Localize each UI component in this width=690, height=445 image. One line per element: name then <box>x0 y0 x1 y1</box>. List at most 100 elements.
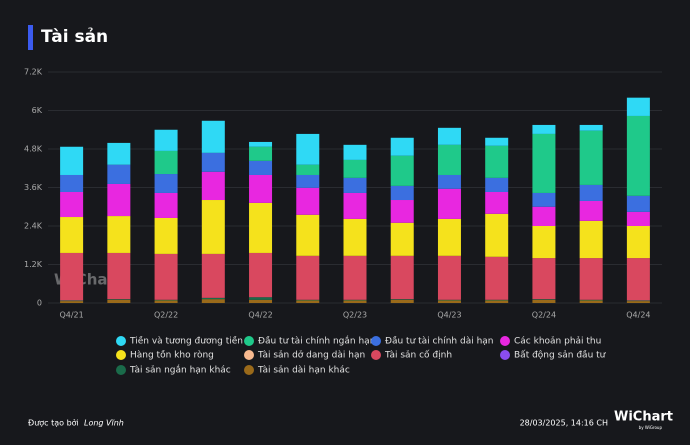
bar-segment <box>626 115 650 196</box>
legend-marker <box>500 350 510 360</box>
legend-marker <box>371 336 381 346</box>
bar-segment <box>60 191 84 218</box>
bar-segment <box>296 187 320 215</box>
bar-segment <box>343 300 367 303</box>
bar-segment <box>201 120 225 153</box>
x-tick-label: Q2/24 <box>532 311 556 320</box>
bar-segment <box>485 137 509 146</box>
bar-segment <box>390 222 414 256</box>
x-tick-label: Q4/22 <box>248 311 272 320</box>
bar-segment <box>296 255 320 300</box>
bar-segment <box>201 152 225 172</box>
bar-segment <box>532 226 556 259</box>
bar-segment <box>296 174 320 188</box>
bar-segment <box>154 192 178 218</box>
x-tick-label: Q4/24 <box>626 311 650 320</box>
bar-segment <box>154 253 178 300</box>
bar-segment <box>532 299 556 303</box>
bar-segment <box>343 218 367 256</box>
bar-segment <box>532 124 556 134</box>
bar-segment <box>437 218 461 256</box>
bar-segment <box>485 299 509 301</box>
bar-segment <box>296 299 320 301</box>
bar-segment <box>390 185 414 201</box>
bar-segment <box>626 97 650 116</box>
bar-segment <box>343 299 367 301</box>
bar-segment <box>532 133 556 193</box>
y-tick-label: 4.8K <box>24 145 43 154</box>
legend-label: Bất động sản đầu tư <box>514 350 607 361</box>
footer-logo: WiChart <box>614 410 673 425</box>
bar-segment <box>154 217 178 254</box>
bar-segment <box>485 145 509 178</box>
bar-segment <box>579 184 603 201</box>
x-tick-label: Q4/21 <box>59 311 83 320</box>
bar-segment <box>249 174 273 203</box>
bar-segment <box>579 130 603 185</box>
bar-segment <box>107 299 131 303</box>
bar-segment <box>343 255 367 300</box>
footer-timestamp: 28/03/2025, 14:16 CH <box>520 419 608 428</box>
bar-segment <box>437 299 461 301</box>
bar-segment <box>437 174 461 189</box>
legend-label: Hàng tồn kho ròng <box>130 350 214 361</box>
bar-segment <box>201 253 225 298</box>
bar-segment <box>249 160 273 175</box>
bar-segment <box>485 300 509 303</box>
bar-segment <box>154 174 178 193</box>
bar-segment <box>437 144 461 175</box>
legend-marker <box>116 336 126 346</box>
bar-segment <box>626 211 650 226</box>
bar-segment <box>343 144 367 160</box>
bar-segment <box>390 255 414 300</box>
bar-segment <box>60 217 84 253</box>
bar-segment <box>579 200 603 221</box>
legend-label: Tài sản dở dang dài hạn <box>257 350 365 361</box>
bar-segment <box>579 220 603 259</box>
x-tick-label: Q2/22 <box>154 311 178 320</box>
bar-segment <box>437 255 461 300</box>
bar-segment <box>107 299 131 300</box>
bar-segment <box>154 299 178 301</box>
bar-segment <box>201 171 225 201</box>
legend-label: Tài sản cố định <box>384 350 452 361</box>
legend-label: Đầu tư tài chính ngắn hạn <box>258 336 375 347</box>
bar-segment <box>626 195 650 212</box>
legend-label: Tài sản dài hạn khác <box>257 365 350 376</box>
bar-segment <box>579 124 603 131</box>
legend-marker <box>116 350 126 360</box>
bar-segment <box>626 300 650 302</box>
x-tick-label: Q4/23 <box>437 311 461 320</box>
bar-segment <box>579 300 603 303</box>
bar-segment <box>107 216 131 253</box>
bar-segment <box>437 300 461 303</box>
legend-label: Tài sản ngắn hạn khác <box>129 365 231 376</box>
bar-segment <box>154 150 178 175</box>
legend-marker <box>244 365 254 375</box>
bar-segment <box>249 252 273 298</box>
bar-segment <box>390 299 414 303</box>
legend-marker <box>500 336 510 346</box>
title-accent <box>28 25 33 50</box>
bar-segment <box>60 174 84 192</box>
bar-segment <box>296 214 320 256</box>
bar-segment <box>201 299 225 303</box>
bar-segment <box>107 183 131 217</box>
legend-label: Đầu tư tài chính dài hạn <box>385 336 494 347</box>
footer-logo-sub: by WiGroup <box>639 425 663 430</box>
bar-segment <box>296 300 320 303</box>
bar-segment <box>532 206 556 226</box>
y-tick-label: 7.2K <box>24 68 43 77</box>
legend-label: Tiền và tương đương tiền <box>129 336 243 347</box>
bar-segment <box>249 202 273 253</box>
bar-segment <box>107 142 131 165</box>
bar-segment <box>626 226 650 259</box>
bar-segment <box>60 301 84 303</box>
bar-segment <box>437 188 461 219</box>
bar-segment <box>579 258 603 300</box>
bar-segment <box>532 258 556 300</box>
y-tick-label: 3.6K <box>24 183 43 192</box>
bar-segment <box>296 133 320 165</box>
footer-author: Long Vĩnh <box>84 419 124 428</box>
